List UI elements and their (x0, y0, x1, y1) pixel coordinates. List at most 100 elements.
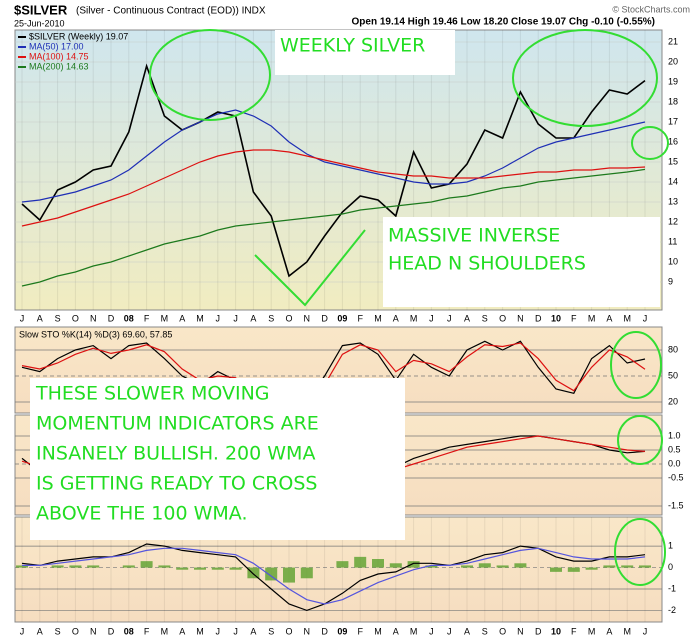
x-tick-label: O (72, 313, 79, 323)
note-box (275, 30, 455, 75)
x-tick-label: D (108, 626, 115, 636)
x-tick-label: 10 (551, 626, 561, 636)
note: MOMENTUM INDICATORS ARE (36, 413, 319, 435)
highlight (149, 29, 271, 121)
series-line (21, 340, 646, 407)
y-tick-label: -2 (668, 605, 676, 615)
x-tick-label: A (606, 313, 612, 323)
highlight (254, 229, 366, 307)
highlight (614, 518, 666, 586)
x-tick-label: F (144, 626, 150, 636)
legend-entry: MA(200) 14.63 (29, 61, 89, 71)
histogram-bar (51, 565, 64, 568)
note: MASSIVE INVERSE (388, 225, 560, 247)
y-tick-label: 1 (668, 541, 673, 551)
y-tick-label: 20 (668, 396, 678, 406)
x-tick-label: S (55, 626, 61, 636)
y-tick-label: 10 (668, 256, 678, 266)
x-tick-label: M (196, 313, 204, 323)
x-tick-label: J (643, 313, 648, 323)
x-tick-label: J (447, 313, 452, 323)
note-box (383, 217, 660, 307)
x-tick-label: M (196, 626, 204, 636)
series-line (21, 168, 646, 287)
histogram-bar (16, 565, 28, 568)
legend-entry: MA(50) 17.00 (29, 41, 84, 51)
histogram-bar (283, 567, 295, 583)
highlight (617, 415, 663, 465)
histogram-bar (247, 567, 260, 579)
legend-swatch (18, 56, 26, 58)
series-line (21, 342, 646, 406)
histogram-bar (603, 565, 616, 568)
histogram-bar (639, 565, 651, 568)
x-tick-label: J (429, 313, 434, 323)
histogram-bar (336, 561, 349, 568)
x-tick-label: 09 (337, 626, 347, 636)
x-tick-label: M (410, 626, 418, 636)
x-tick-label: M (161, 626, 169, 636)
note: ABOVE THE 100 WMA. (36, 503, 248, 525)
histogram-bar (194, 567, 206, 570)
x-tick-label: S (268, 626, 274, 636)
x-tick-label: J (20, 626, 25, 636)
x-tick-label: O (72, 626, 79, 636)
x-tick-label: O (285, 313, 292, 323)
x-tick-label: A (464, 626, 470, 636)
x-tick-label: M (374, 626, 382, 636)
y-tick-label: -1 (668, 583, 676, 593)
x-tick-label: O (499, 626, 506, 636)
x-tick-label: A (393, 626, 399, 636)
y-tick-label: 17 (668, 116, 678, 126)
histogram-bar (229, 567, 242, 570)
x-tick-label: A (606, 626, 612, 636)
histogram-bar (300, 567, 313, 579)
subtitle: (Silver - Continuous Contract (EOD)) IND… (76, 6, 266, 17)
legend-swatch (18, 36, 26, 38)
note: INSANELY BULLISH. 200 WMA (36, 443, 315, 465)
y-tick-label: 14 (668, 176, 678, 186)
y-tick-label: 12 (668, 216, 678, 226)
y-tick-label: 15 (668, 156, 678, 166)
x-tick-label: N (304, 626, 311, 636)
x-tick-label: M (410, 313, 418, 323)
note: IS GETTING READY TO CROSS (36, 473, 317, 495)
y-tick-label: 16 (668, 136, 678, 146)
x-tick-label: J (216, 313, 221, 323)
y-tick-label: 0.0 (668, 458, 681, 468)
series-line (21, 109, 646, 203)
histogram-bar (389, 563, 402, 568)
x-tick-label: A (37, 626, 43, 636)
x-tick-label: A (393, 313, 399, 323)
histogram-bar (265, 567, 278, 581)
legend-swatch (18, 46, 26, 48)
y-tick-label: 9 (668, 276, 673, 286)
x-tick-label: D (535, 313, 542, 323)
histogram-bar (461, 565, 473, 568)
x-tick-label: M (374, 313, 382, 323)
histogram-bar (407, 561, 420, 568)
histogram-bar (585, 567, 598, 570)
histogram-bar (211, 567, 224, 570)
x-tick-label: A (464, 313, 470, 323)
x-tick-label: J (216, 626, 221, 636)
x-tick-label: F (571, 626, 577, 636)
x-tick-label: N (517, 626, 524, 636)
legend-swatch (18, 66, 26, 68)
y-tick-label: 0 (668, 562, 673, 572)
histogram-bar (621, 565, 634, 568)
y-tick-label: -1.5 (668, 500, 684, 510)
y-tick-label: 50 (668, 370, 678, 380)
y-tick-label: 19 (668, 76, 678, 86)
x-tick-label: 09 (337, 313, 347, 323)
x-tick-label: A (250, 626, 256, 636)
y-tick-label: 20 (668, 56, 678, 66)
y-tick-label: 11 (668, 236, 677, 246)
x-tick-label: F (357, 626, 363, 636)
histogram-bar (87, 565, 100, 568)
x-tick-label: F (571, 313, 577, 323)
histogram-bar (372, 559, 384, 568)
x-tick-label: S (268, 313, 274, 323)
y-tick-label: 0.5 (668, 444, 681, 454)
